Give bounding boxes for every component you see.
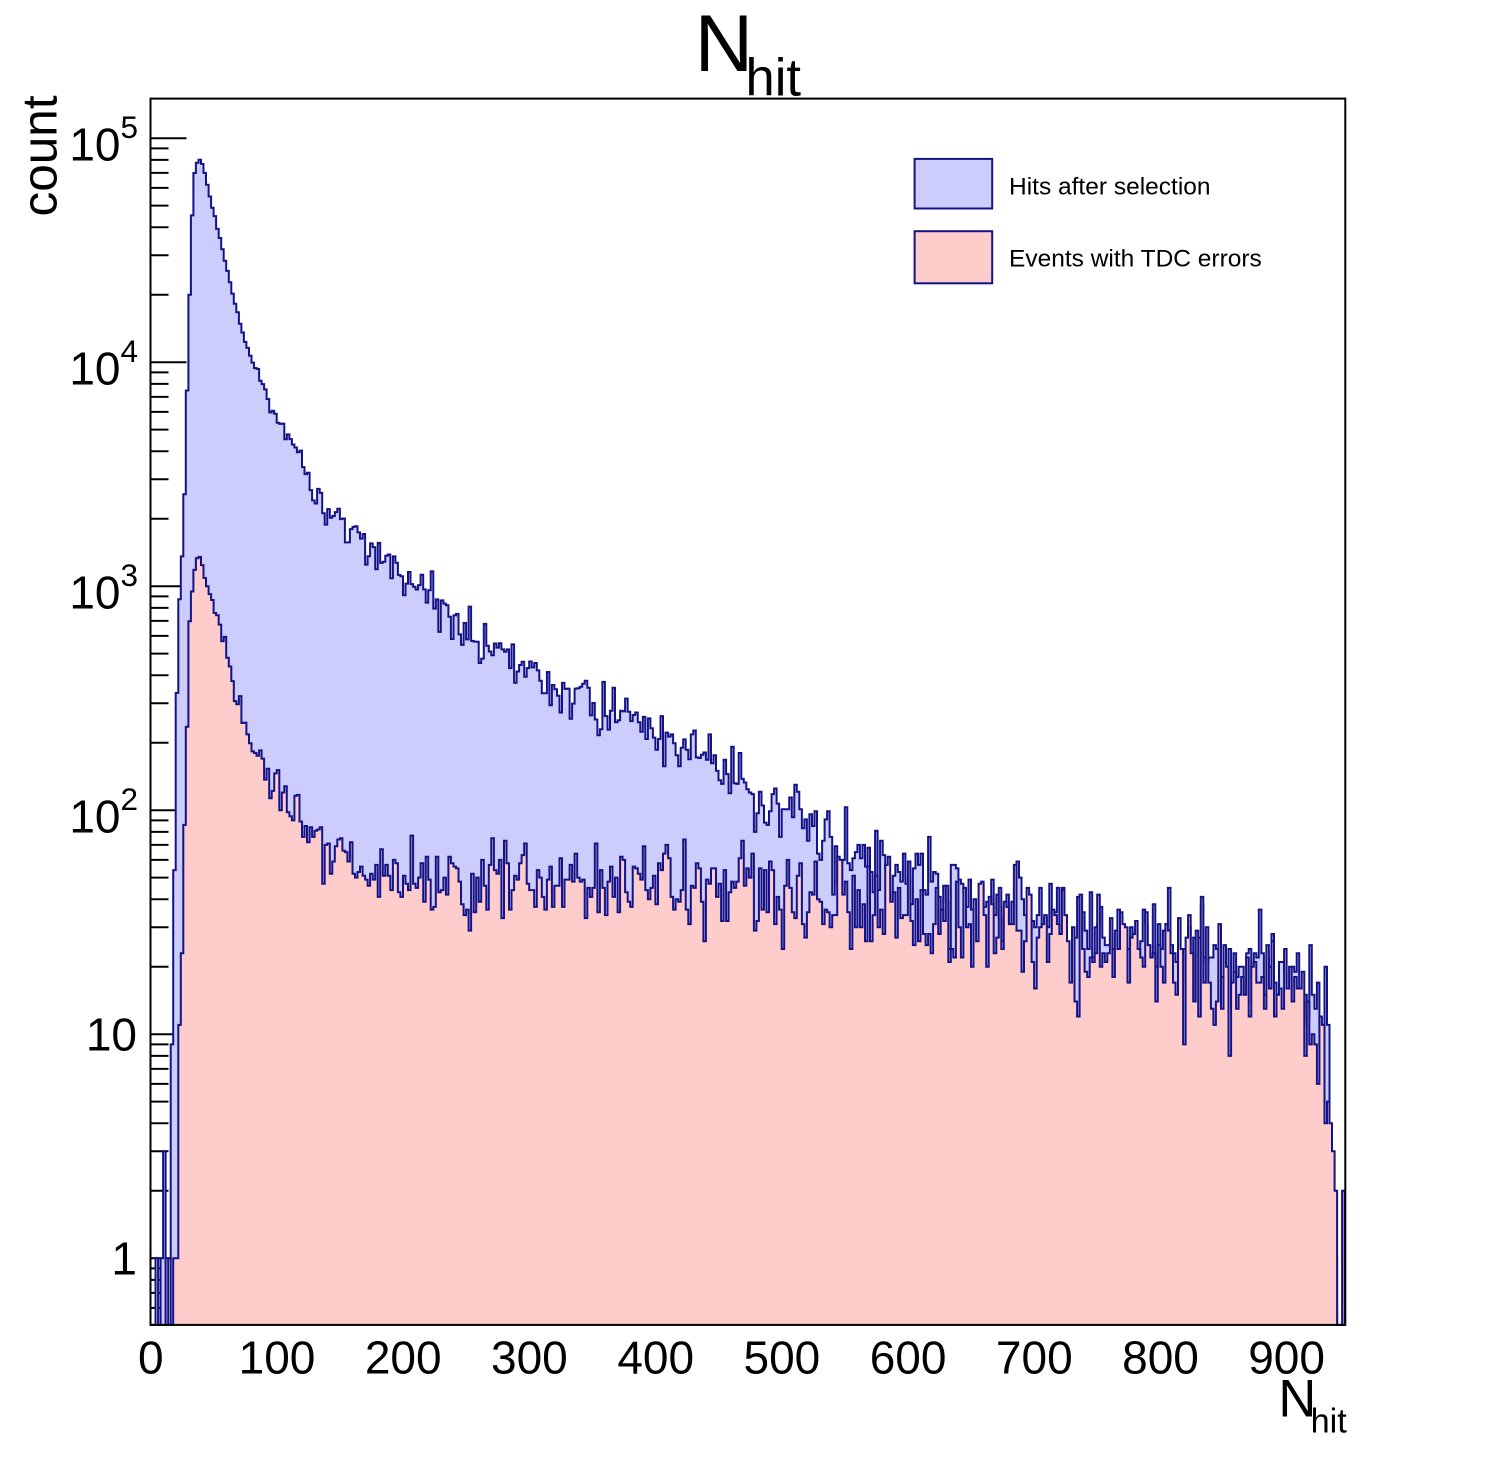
svg-text:5: 5: [121, 109, 139, 145]
svg-text:200: 200: [365, 1332, 442, 1384]
svg-text:hit: hit: [746, 48, 802, 107]
svg-text:10: 10: [69, 567, 120, 619]
svg-text:800: 800: [1122, 1332, 1199, 1384]
svg-text:300: 300: [491, 1332, 568, 1384]
svg-text:700: 700: [996, 1332, 1073, 1384]
svg-text:500: 500: [744, 1332, 821, 1384]
svg-text:2: 2: [121, 781, 139, 817]
svg-text:400: 400: [617, 1332, 694, 1384]
svg-text:10: 10: [69, 791, 120, 843]
svg-text:10: 10: [69, 119, 120, 171]
svg-text:600: 600: [870, 1332, 947, 1384]
svg-text:100: 100: [239, 1332, 316, 1384]
svg-text:N: N: [695, 0, 754, 89]
svg-text:hit: hit: [1311, 1403, 1348, 1441]
svg-text:10: 10: [86, 1009, 137, 1061]
svg-text:4: 4: [121, 333, 139, 369]
svg-text:900: 900: [1248, 1332, 1325, 1384]
svg-text:0: 0: [138, 1332, 164, 1384]
svg-text:10: 10: [69, 343, 120, 395]
svg-text:Events with TDC errors: Events with TDC errors: [1009, 246, 1262, 273]
svg-text:1: 1: [111, 1233, 137, 1285]
svg-text:N: N: [1278, 1370, 1316, 1429]
svg-text:Hits after selection: Hits after selection: [1009, 173, 1211, 200]
svg-text:3: 3: [121, 557, 139, 593]
svg-text:count: count: [13, 95, 68, 216]
